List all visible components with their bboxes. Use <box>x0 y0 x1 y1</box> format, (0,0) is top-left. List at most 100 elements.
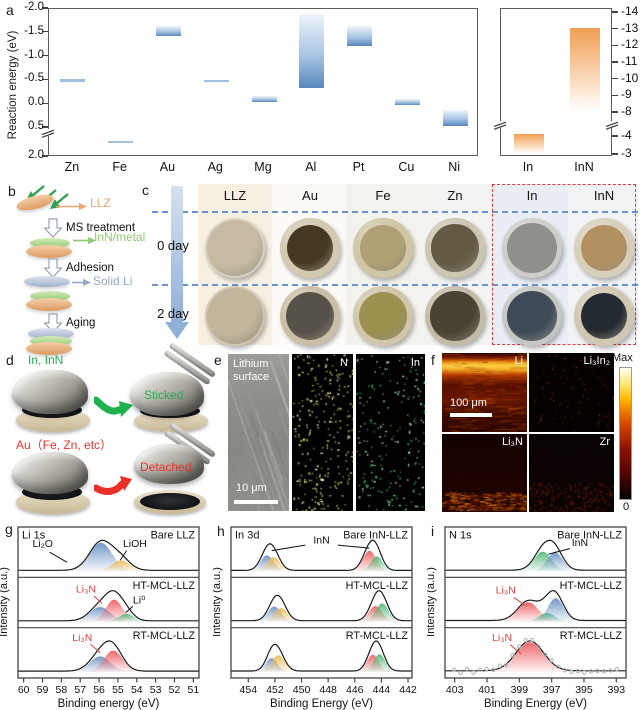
pellet-photo-Fe-2day <box>353 286 413 346</box>
spectrum-name: HT-MCL-LLZ <box>346 580 409 592</box>
data-point-marker <box>503 663 509 668</box>
sem-scale-text: 10 μm <box>236 482 267 494</box>
x-tick-label: 450 <box>293 684 311 696</box>
panel-c-aging-photo-table: c LLZ Au Fe Zn In InN 0 day 2 day <box>140 180 640 350</box>
nitrogen-eds-map <box>292 354 353 511</box>
inn-metal-tag: InN/metal <box>94 230 146 244</box>
category-label: Fe <box>112 160 127 174</box>
peak-annotation: Li₃N <box>496 584 516 596</box>
data-point-marker <box>497 663 502 668</box>
plot-frame <box>444 526 627 679</box>
data-point-marker <box>614 666 620 672</box>
pellet-face <box>431 224 479 272</box>
peak-annotation: LiOH <box>123 538 147 550</box>
x-tick-label: 54 <box>131 684 143 696</box>
xps-peak-Li₃N <box>80 599 149 622</box>
aging-step: Aging <box>66 317 96 329</box>
x-tick-label: 452 <box>266 684 284 696</box>
li-map-label: Li <box>514 355 523 367</box>
data-point-marker <box>517 644 522 649</box>
panel-g-li1s-xps: g Bare LLZ Li 1s Li₂O LiOH HT-MCL-LLZ Li₃N Li⁰… <box>0 515 213 710</box>
pellet-exposed-surface <box>140 493 200 510</box>
x-tick-label: 397 <box>543 684 561 696</box>
annotation-pointer <box>271 544 306 552</box>
x-tick-label: 52 <box>169 684 181 696</box>
y-tick <box>42 78 48 81</box>
xps-envelope <box>231 640 412 672</box>
dashed-separator <box>152 284 638 286</box>
spectrum-name: Bare InN-LLZ <box>557 530 622 542</box>
data-point-marker <box>477 667 483 673</box>
y-tick-label: -8 <box>621 104 632 118</box>
y-tick-label: -9 <box>621 87 632 102</box>
y-tick <box>42 31 48 33</box>
y-tick-label: -11 <box>621 54 638 68</box>
data-point-marker <box>471 670 476 675</box>
pellet-photo-Zn-0day <box>425 218 485 278</box>
lithium-foil-blob <box>134 444 204 484</box>
sims-scale-text: 100 μm <box>450 397 487 409</box>
pellet-face <box>507 223 557 273</box>
range-bar-Cu <box>394 99 420 106</box>
panel-a-label: a <box>6 2 14 18</box>
column-header-Zn: Zn <box>447 188 463 203</box>
range-bar-InN <box>570 28 600 110</box>
lithium-foil-blob <box>12 452 88 494</box>
xps-peak-InN <box>522 552 588 572</box>
n-map-label: N <box>340 357 348 369</box>
y-tick-label: -13 <box>621 20 639 35</box>
data-point-marker <box>536 644 541 649</box>
peak-annotation: Li₃N <box>492 632 512 644</box>
data-point-marker <box>595 668 600 674</box>
indium-eds-map <box>356 354 425 511</box>
plot-frame <box>17 526 200 679</box>
pellet-photo-Zn-2day <box>425 286 485 346</box>
bad-result-arrow <box>94 476 132 495</box>
zr-map-container: Zr <box>529 434 614 512</box>
xps-plot-h: Bare InN-LLZ In 3d InN HT-MCL-LLZ RT-MCL-LLZ… <box>213 526 417 710</box>
category-label: Ag <box>207 160 223 174</box>
sims-scale-bar <box>450 413 492 417</box>
range-bar-Fe <box>108 141 134 143</box>
category-label: Cu <box>398 160 415 174</box>
panel-d-adhesion-photos: d In, InN Sticked Au（Fe, Zn, etc） <box>0 342 217 515</box>
pellet-photo-In-2day <box>502 286 562 346</box>
good-result-arrow <box>94 396 133 417</box>
zr-sims-map <box>529 434 614 512</box>
panel-i-label: i <box>431 523 435 539</box>
annotation-pointer <box>90 643 101 654</box>
pellet-face <box>207 288 263 344</box>
data-point-marker <box>543 652 548 657</box>
good-metals-label: In, InN <box>28 353 64 367</box>
pellet-face <box>360 225 406 271</box>
annotation-pointer <box>548 548 571 555</box>
y-tick-label: -1.0 <box>24 48 44 61</box>
y-tick <box>612 61 618 63</box>
y-tick-label: -4 <box>621 128 632 142</box>
y-tick-label: -2.0 <box>24 1 44 13</box>
panel-f-tof-sims-maps: f Li 100 μm Li₃In₂ Li₃N Zr Max 0 <box>425 350 640 515</box>
category-label: Zn <box>64 160 80 174</box>
y-tick-label: 2.0 <box>28 149 44 161</box>
xps-peak-Li⁰ <box>96 613 157 622</box>
sem-scale-bar <box>234 500 278 504</box>
highlight-box-in-inn <box>492 184 636 345</box>
y-tick <box>612 111 618 113</box>
pellet-face <box>430 291 480 341</box>
down-arrow-icon <box>44 218 62 238</box>
annotation-pointer <box>125 605 134 613</box>
photo-li-detached: Detached <box>126 422 217 514</box>
y-tick <box>612 27 618 30</box>
peak-annotation: Li₃N <box>76 583 96 595</box>
range-bar-In <box>514 134 544 154</box>
llz-pellet <box>26 342 72 355</box>
panel-a: a Reaction energy (eV) -2.0 -1.5 -1.0 -0.5 0… <box>0 0 640 178</box>
data-point-marker <box>523 638 528 643</box>
xps-title: Li 1s <box>22 530 46 542</box>
li3in2-sims-map <box>529 353 614 432</box>
y-tick-label: -12 <box>621 37 639 52</box>
xps-peak-component <box>355 654 404 672</box>
peak-annotation: InN <box>313 535 329 547</box>
xps-envelope <box>231 590 412 622</box>
